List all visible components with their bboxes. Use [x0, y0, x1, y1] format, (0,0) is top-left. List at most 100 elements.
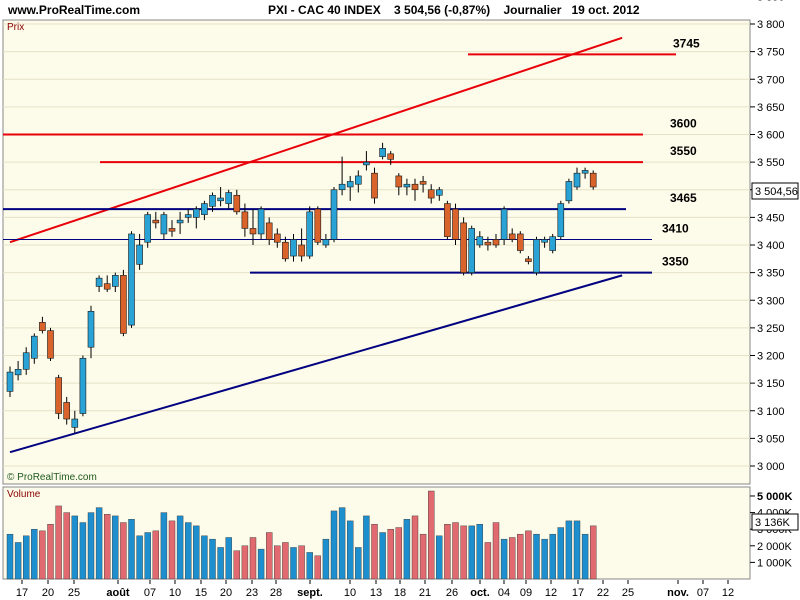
- candle: [419, 175, 427, 193]
- price-tick-label: 3 650: [757, 102, 785, 114]
- candle-body: [273, 233, 281, 243]
- candle: [39, 316, 46, 334]
- volume-bar: [565, 520, 573, 580]
- time-tick-label: 12: [545, 587, 557, 599]
- site-label[interactable]: www.ProRealTime.com: [8, 3, 141, 17]
- time-tick-label: 21: [419, 587, 431, 599]
- level-3600-label: 3600: [670, 117, 697, 131]
- volume-bar: [492, 522, 500, 580]
- time-tick-label: oct.: [470, 587, 490, 599]
- candle: [435, 186, 443, 201]
- candle-body: [47, 330, 54, 359]
- time-tick-label: 04: [498, 587, 510, 599]
- candle-body: [241, 211, 249, 229]
- time-tick-label: août: [106, 587, 130, 599]
- volume-bar: [581, 533, 589, 580]
- candle-body: [193, 208, 200, 218]
- volume-bar: [330, 510, 338, 580]
- volume-bar: [168, 520, 176, 580]
- instrument-info: PXI - CAC 40 INDEX 3 504,56 (-0,87%) Jou…: [268, 3, 640, 17]
- time-tick-label: 10: [344, 587, 356, 599]
- candle-body: [144, 214, 151, 243]
- price-pane[interactable]: [2, 19, 751, 485]
- candle: [371, 167, 378, 204]
- candle-body: [492, 239, 500, 246]
- candle-body: [22, 352, 30, 370]
- volume-bar: [128, 519, 135, 580]
- candle: [79, 355, 87, 417]
- candle-body: [209, 194, 216, 207]
- candle: [201, 200, 208, 221]
- candle-body: [322, 239, 330, 246]
- candle: [338, 156, 346, 196]
- volume-bar: [193, 525, 200, 580]
- candle-body: [103, 283, 111, 290]
- time-tick-label: 07: [144, 587, 156, 599]
- time-tick-label: 20: [42, 587, 54, 599]
- volume-bar: [290, 547, 297, 580]
- candle: [565, 178, 573, 204]
- volume-bar: [306, 552, 313, 580]
- volume-bar: [355, 547, 362, 580]
- volume-bar: [363, 515, 370, 580]
- candle-body: [71, 418, 79, 428]
- candle: [95, 275, 103, 292]
- time-tick-label: 17: [16, 587, 28, 599]
- candle: [589, 170, 597, 190]
- candle: [484, 236, 492, 251]
- candle-body: [371, 172, 378, 199]
- candle-body: [249, 228, 257, 235]
- volume-bar: [217, 547, 224, 580]
- volume-bar: [468, 525, 475, 580]
- candle: [460, 217, 467, 276]
- volume-bar: [525, 530, 532, 580]
- volume-bar: [160, 512, 168, 580]
- volume-bar: [428, 490, 435, 580]
- candle: [273, 228, 281, 248]
- time-tick-label: 28: [270, 587, 282, 599]
- candle-body: [30, 335, 38, 359]
- candle: [282, 236, 289, 262]
- volume-bar: [201, 535, 208, 580]
- time-tick-label: 22: [597, 587, 609, 599]
- candle: [249, 209, 257, 245]
- volume-bar: [509, 537, 516, 580]
- volume-bar: [266, 532, 273, 580]
- volume-tick-label: 5 000K: [757, 491, 793, 503]
- volume-bar: [460, 525, 467, 580]
- candle: [298, 228, 305, 262]
- candle-body: [565, 181, 573, 202]
- volume-bar: [112, 515, 119, 580]
- candle: [411, 178, 419, 201]
- chart-header: www.ProRealTime.com PXI - CAC 40 INDEX 3…: [0, 0, 800, 20]
- time-tick-label: 09: [520, 587, 532, 599]
- time-tick-label: 17: [572, 587, 584, 599]
- candle-body: [363, 161, 370, 166]
- candle: [314, 206, 322, 245]
- volume-bar: [541, 538, 548, 580]
- candle: [112, 272, 119, 292]
- volume-bar: [452, 522, 459, 580]
- time-tick-label: 25: [622, 587, 634, 599]
- candle: [387, 151, 395, 165]
- volume-bar: [444, 524, 451, 580]
- candle: [128, 231, 135, 328]
- candle-body: [338, 183, 346, 191]
- volume-tick-label: 1 000K: [757, 557, 793, 569]
- candle-body: [419, 181, 427, 185]
- candle: [168, 220, 176, 237]
- candle: [468, 225, 476, 276]
- candle-body: [411, 183, 419, 191]
- volume-bar: [144, 532, 151, 580]
- volume-pane-label: Volume: [7, 489, 41, 500]
- candle-body: [541, 239, 548, 243]
- volume-bar: [411, 515, 419, 580]
- candle: [346, 175, 354, 201]
- candle-body: [79, 357, 87, 414]
- price-tick-label: 3 100: [757, 406, 785, 418]
- candle: [144, 211, 151, 248]
- candle-body: [573, 172, 581, 188]
- volume-bar: [379, 532, 386, 580]
- price-tick-label: 3 600: [757, 130, 785, 142]
